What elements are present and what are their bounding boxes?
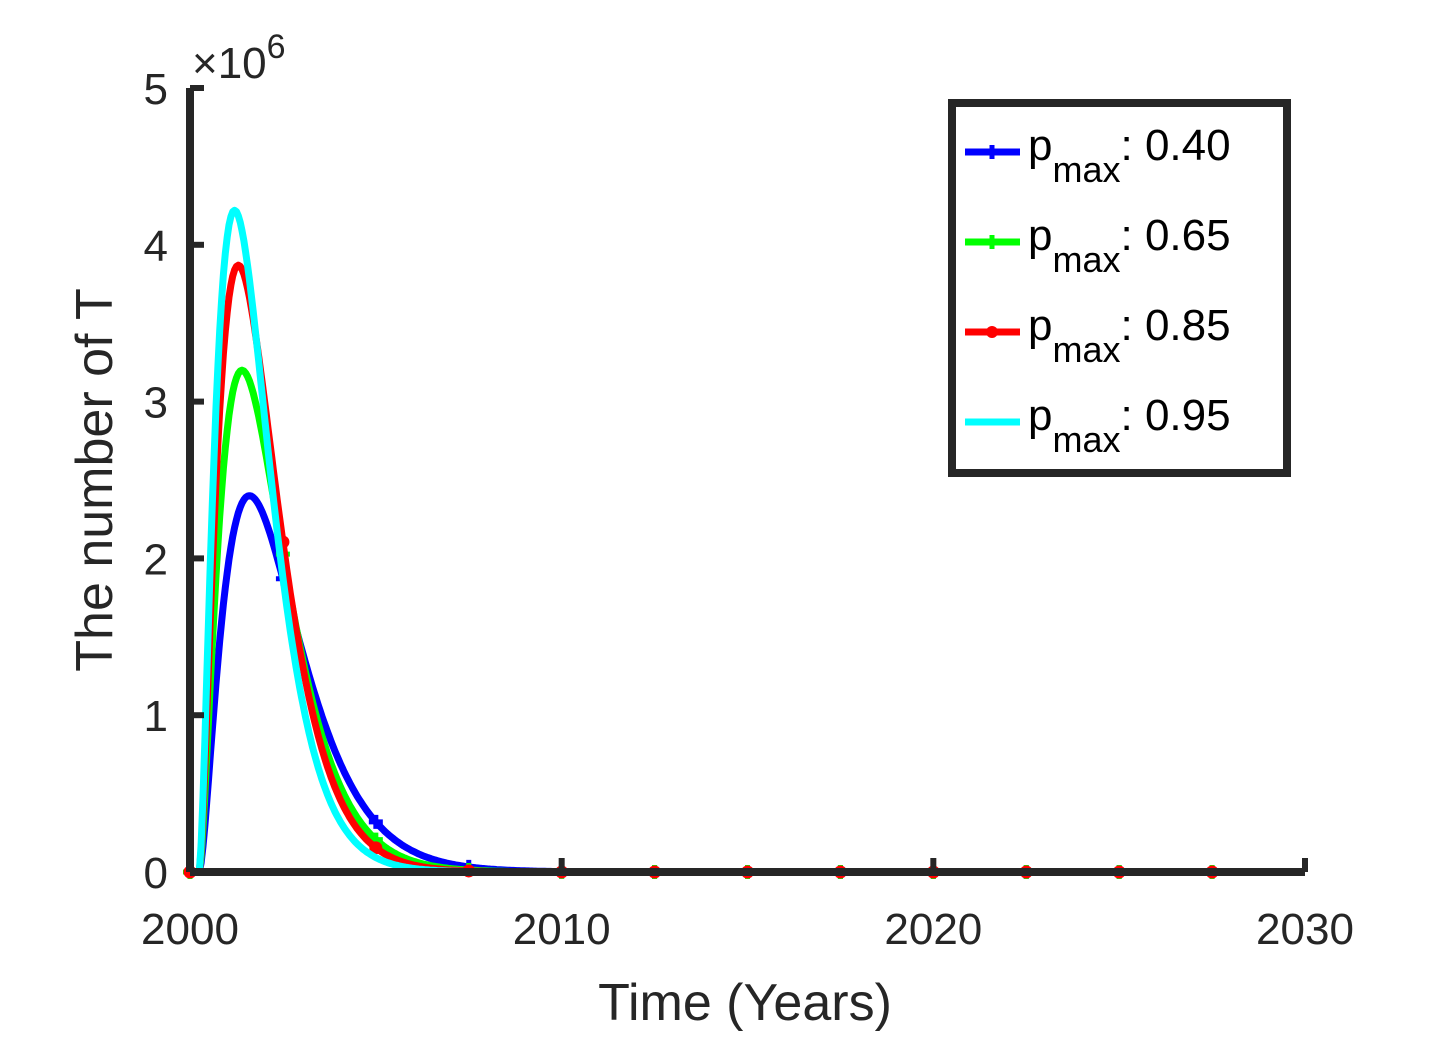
y-tick-label-0: 0: [144, 849, 168, 898]
labels-layer: Time (Years) The number of T ×106: [66, 28, 892, 1032]
legend-item-0.95: pmax: 0.95: [965, 391, 1231, 460]
y-multiplier-exponent: 6: [267, 28, 286, 66]
axes-layer: 2000 2010 2020 2030 0 1 2 3 4 5: [141, 65, 1354, 954]
legend-separator: :: [1121, 121, 1145, 170]
legend-separator: :: [1121, 301, 1145, 350]
legend-separator: :: [1121, 391, 1145, 440]
legend-value: 0.95: [1145, 391, 1231, 440]
y-tick-label-4: 4: [144, 222, 168, 271]
legend-box: [948, 99, 1291, 477]
data-point-0.40-2: [368, 814, 383, 829]
y-tick-label-2: 2: [144, 535, 168, 584]
legend-separator: :: [1121, 211, 1145, 260]
legend-label-0.95: pmax: 0.95: [1028, 391, 1231, 460]
legend-subscript: max: [1052, 419, 1120, 460]
legend-subscript: max: [1052, 149, 1120, 190]
x-tick-label-2000: 2000: [141, 905, 239, 954]
legend-marker-0.65: [985, 235, 999, 249]
y-multiplier-base: ×10: [192, 39, 267, 88]
legend-subscript: max: [1052, 239, 1120, 280]
legend-marker-0.85: [986, 326, 998, 338]
legend-label-0.85: pmax: 0.85: [1028, 301, 1231, 370]
legend-value: 0.65: [1145, 211, 1231, 260]
legend-value: 0.85: [1145, 301, 1231, 350]
x-tick-label-2010: 2010: [513, 905, 611, 954]
legend-item-0.85: pmax: 0.85: [965, 301, 1231, 370]
x-tick-label-2030: 2030: [1256, 905, 1354, 954]
legend-prefix: p: [1028, 301, 1052, 350]
legend-item-0.65: pmax: 0.65: [965, 211, 1231, 280]
legend-label-0.65: pmax: 0.65: [1028, 211, 1231, 280]
legend-marker-0.40: [985, 145, 999, 159]
legend-label-0.40: pmax: 0.40: [1028, 121, 1231, 190]
y-axis-multiplier: ×106: [192, 28, 286, 88]
y-tick-label-3: 3: [144, 379, 168, 428]
y-axis-label: The number of T: [66, 288, 124, 671]
legend-prefix: p: [1028, 391, 1052, 440]
x-tick-label-2020: 2020: [884, 905, 982, 954]
legend-prefix: p: [1028, 121, 1052, 170]
legend-subscript: max: [1052, 329, 1120, 370]
x-axis-label: Time (Years): [598, 974, 892, 1032]
legend-item-0.40: pmax: 0.40: [965, 121, 1231, 190]
y-tick-label-5: 5: [144, 65, 168, 114]
legend-prefix: p: [1028, 211, 1052, 260]
y-tick-label-1: 1: [144, 692, 168, 741]
legend-value: 0.40: [1145, 121, 1231, 170]
